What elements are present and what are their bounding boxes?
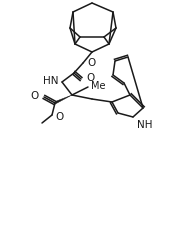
Text: O: O [87,58,95,68]
Text: O: O [86,73,94,83]
Text: NH: NH [137,120,153,130]
Text: Me: Me [91,81,106,91]
Text: O: O [55,112,63,122]
Text: O: O [31,91,39,101]
Polygon shape [54,95,72,105]
Text: HN: HN [43,76,58,86]
